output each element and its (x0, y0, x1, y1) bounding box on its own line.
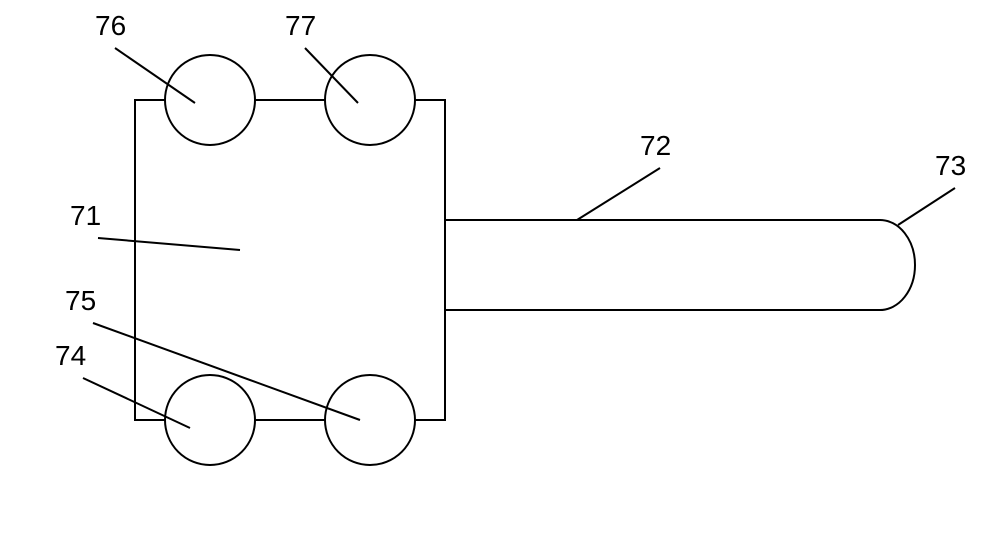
cylinder-end (880, 220, 915, 310)
rectangle-body (135, 100, 445, 420)
circle-top-right (325, 55, 415, 145)
label-73: 73 (935, 150, 966, 182)
label-74: 74 (55, 340, 86, 372)
label-75: 75 (65, 285, 96, 317)
label-72: 72 (640, 130, 671, 162)
label-76: 76 (95, 10, 126, 42)
circle-top-left (165, 55, 255, 145)
label-77: 77 (285, 10, 316, 42)
circle-bottom-left (165, 375, 255, 465)
leader-72 (577, 168, 660, 220)
diagram-canvas (0, 0, 1000, 555)
label-71: 71 (70, 200, 101, 232)
leader-71 (98, 238, 240, 250)
circle-bottom-right (325, 375, 415, 465)
leader-73 (898, 188, 955, 225)
